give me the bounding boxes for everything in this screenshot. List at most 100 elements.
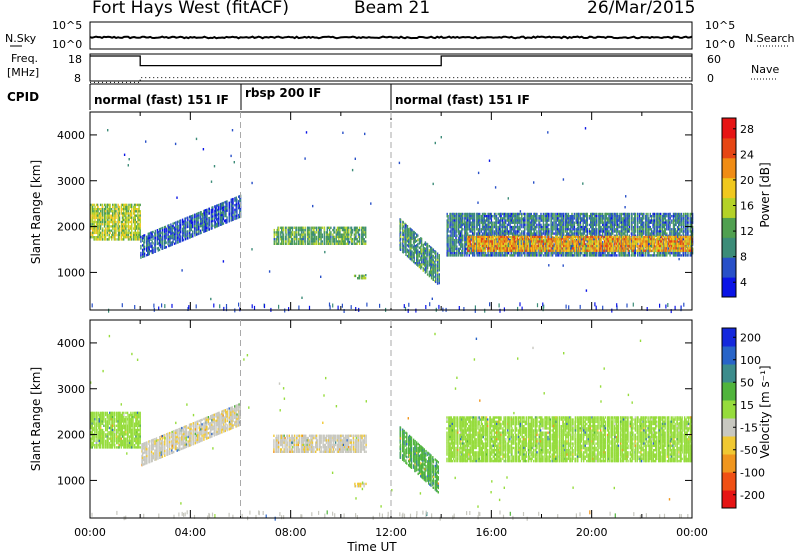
echo-cell — [522, 223, 525, 227]
echo-cell — [495, 215, 498, 218]
echo-cell — [184, 226, 187, 229]
echo-cell — [187, 216, 189, 219]
echo-cell — [93, 203, 95, 207]
echo-cell — [357, 240, 360, 243]
echo-cell — [576, 232, 579, 235]
echo-cell — [154, 243, 157, 246]
echo-cell — [123, 205, 125, 209]
echo-cell — [532, 217, 534, 220]
echo-cell — [467, 215, 469, 218]
echo-cell — [99, 212, 102, 215]
echo-cell — [157, 235, 159, 238]
echo-cell — [420, 240, 423, 243]
echo-cell — [518, 217, 520, 220]
echo-cell — [420, 244, 423, 247]
echo-cell — [545, 232, 547, 235]
echo-cell — [488, 219, 490, 222]
echo-cell — [220, 205, 222, 208]
echo-cell — [510, 221, 512, 224]
echo-cell — [196, 222, 198, 225]
echo-cell — [541, 228, 543, 231]
echo-cell — [464, 247, 466, 251]
echo-cell — [146, 240, 148, 243]
echo-cell — [466, 212, 468, 216]
echo-cell — [555, 232, 557, 235]
echo-cell — [532, 228, 534, 231]
echo-cell — [610, 254, 613, 257]
echo-cell — [163, 226, 166, 229]
echo-cell — [473, 243, 476, 246]
echo-cell — [108, 223, 110, 226]
echo-cell — [624, 252, 626, 255]
echo-cell — [456, 241, 458, 244]
echo-cell — [502, 228, 504, 231]
echo-cell — [487, 252, 489, 255]
echo-cell — [184, 222, 187, 225]
echo-cell — [118, 238, 121, 241]
echo-cell — [515, 219, 517, 222]
echo-cell — [133, 205, 135, 209]
echo-cell — [114, 203, 116, 207]
echo-cell — [479, 252, 481, 255]
echo-cell — [612, 254, 614, 257]
echo-cell — [462, 243, 464, 246]
echo-cell — [583, 225, 586, 229]
echo-cell — [424, 243, 427, 246]
echo-cell — [502, 225, 504, 229]
echo-cell — [143, 236, 146, 239]
echo-cell — [226, 202, 228, 205]
echo-cell — [133, 231, 135, 235]
echo-cell — [591, 217, 594, 220]
echo-cell — [103, 210, 106, 213]
echo-cell — [208, 212, 210, 215]
echo-cell — [361, 242, 364, 245]
echo-cell — [493, 221, 496, 224]
echo-cell — [493, 234, 496, 237]
echo-cell — [123, 227, 125, 230]
echo-cell — [109, 236, 111, 239]
echo-cell — [361, 240, 363, 243]
echo-cell — [458, 223, 460, 227]
cpid-row: CPID normal (fast) 151 IF rbsp 200 IF no… — [7, 83, 693, 110]
echo-cell — [436, 258, 439, 262]
echo-cell — [446, 252, 448, 255]
echo-cell — [356, 240, 358, 243]
echo-cell — [221, 213, 224, 217]
echo-cell — [102, 212, 104, 215]
echo-cell — [339, 242, 341, 245]
echo-cell — [298, 238, 300, 241]
echo-cell — [622, 254, 624, 257]
echo-cell — [117, 223, 120, 226]
echo-cell — [187, 234, 189, 238]
echo-cell — [481, 252, 484, 255]
echo-cell — [518, 243, 520, 246]
echo-cell — [131, 216, 133, 219]
echo-cell — [548, 230, 550, 233]
echo-cell — [456, 228, 458, 231]
echo-cell — [614, 230, 616, 233]
echo-cell — [500, 252, 502, 255]
echo-cell — [405, 227, 407, 231]
echo-cell — [510, 232, 512, 235]
echo-cell — [519, 228, 521, 231]
echo-cell — [365, 233, 367, 236]
echo-cell — [470, 212, 472, 216]
echo-cell — [512, 217, 514, 220]
echo-cell — [472, 232, 474, 235]
echo-cell — [218, 215, 220, 218]
echo-cell — [456, 247, 458, 251]
echo-cell — [307, 235, 309, 239]
echo-cell — [323, 231, 326, 234]
echo-cell — [581, 239, 583, 242]
echo-cell — [358, 226, 361, 229]
echo-cell — [547, 232, 549, 235]
echo-cell — [558, 212, 560, 216]
echo-cell — [515, 232, 517, 235]
echo-cell — [190, 228, 193, 232]
nsky-trace — [89, 35, 693, 40]
echo-cell — [476, 252, 478, 255]
echo-cell — [115, 231, 117, 235]
echo-cell — [522, 252, 525, 255]
echo-cell — [540, 223, 542, 227]
echo-cell — [363, 231, 365, 234]
